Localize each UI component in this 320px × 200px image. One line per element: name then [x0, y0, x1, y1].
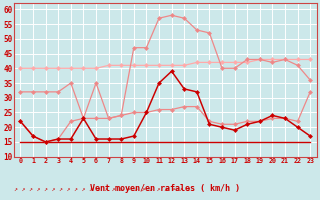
X-axis label: Vent moyen/en rafales ( km/h ): Vent moyen/en rafales ( km/h )	[90, 184, 240, 193]
Text: ↗ ↗ ↗ ↗ ↗ ↗ ↗ ↗ ↗ ↗ ↗ ↗ ↗ ↗ ↗ ↗ ↗ ↗ ↗ ↗ ↗ ↗ ↗ ↗: ↗ ↗ ↗ ↗ ↗ ↗ ↗ ↗ ↗ ↗ ↗ ↗ ↗ ↗ ↗ ↗ ↗ ↗ ↗ ↗ …	[14, 186, 194, 191]
